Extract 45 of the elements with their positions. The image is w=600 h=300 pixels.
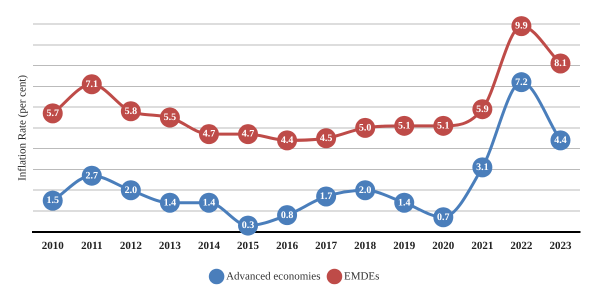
data-label: 5.8 [124,106,138,117]
data-label: 1.5 [46,195,59,206]
data-label: 2.7 [86,170,98,182]
data-label: 9.9 [515,20,528,32]
data-label: 0.8 [280,210,294,221]
data-label: 8.1 [554,58,567,70]
y-axis-title: Inflation Rate (per cent) [16,74,28,181]
data-label: 5.0 [358,122,372,134]
data-label: 5.1 [398,120,410,132]
data-label: 3.1 [476,162,489,173]
data-label: 2.0 [124,184,138,196]
data-label: 7.2 [515,76,528,88]
data-label: 4.7 [242,128,254,140]
data-label: 1.4 [398,197,410,208]
legend-label: EMDEs [344,270,380,282]
x-tick-label: 2016 [276,240,299,252]
x-tick-label: 2021 [471,240,494,252]
x-tick-label: 2015 [237,240,260,252]
data-label: 4.4 [280,134,294,146]
data-label: 1.7 [320,191,332,202]
data-label: 7.1 [86,78,98,90]
x-tick-label: 2023 [549,240,572,252]
x-tick-label: 2013 [158,240,182,252]
x-tick-label: 2017 [315,240,338,252]
x-tick-label: 2011 [81,240,102,252]
data-label: 5.7 [46,108,59,119]
x-tick-label: 2020 [432,240,455,252]
data-label: 5.5 [164,112,176,124]
x-tick-label: 2022 [510,240,533,252]
x-tick-label: 2019 [393,240,416,252]
data-label: 1.4 [164,197,176,208]
data-label: 0.7 [437,212,450,223]
data-label: 4.5 [320,132,332,144]
x-tick-label: 2010 [42,240,64,252]
data-label: 2.0 [358,184,372,196]
data-label: 4.4 [554,134,567,146]
data-label: 0.3 [242,220,254,232]
x-tick-label: 2014 [198,240,220,252]
x-tick-label: 2018 [354,240,377,252]
data-label: 5.1 [437,120,450,132]
data-label: 5.9 [476,104,489,115]
data-label: 4.7 [202,128,216,140]
x-tick-label: 2012 [120,240,142,252]
data-label: 1.4 [202,197,216,208]
legend-label: Advanced economies [226,270,320,282]
